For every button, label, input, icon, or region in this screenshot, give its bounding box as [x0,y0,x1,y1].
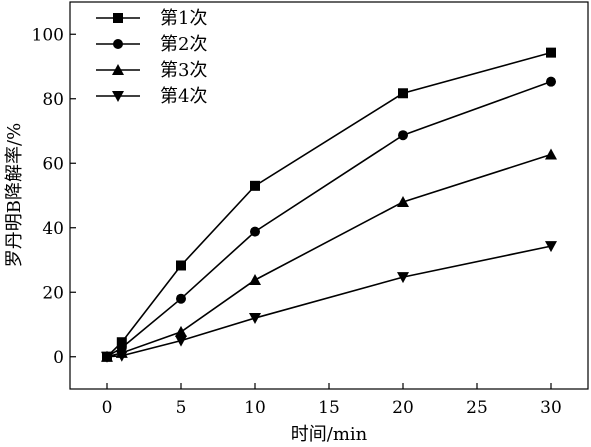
x-tick-label: 10 [244,398,266,418]
series-2-point [250,226,260,237]
series-4-point [101,351,113,363]
legend-marker [113,39,123,49]
series-4-point [397,272,409,284]
series-1-point [250,180,260,191]
series-3-line [106,153,552,358]
y-axis-label: 罗丹明B降解率/% [4,123,25,267]
legend-item: 第4次 [96,86,207,107]
series-4-point [115,350,128,362]
y-tick-label: 100 [32,25,64,45]
series-1-point [176,260,186,271]
series-3 [101,148,557,362]
legend-marker [112,91,124,102]
x-tick-label: 30 [540,398,562,418]
x-tick-label: 25 [466,398,488,418]
legend-item: 第1次 [96,8,207,29]
legend-label: 第4次 [160,86,207,107]
legend-label: 第1次 [160,8,207,29]
series-4-line [106,245,552,358]
legend-item: 第3次 [96,60,207,81]
series-3-point [545,148,557,160]
legend-label: 第3次 [160,60,207,81]
y-tick-label: 80 [42,90,64,110]
series-1-point [546,47,556,58]
y-tick-label: 0 [53,348,64,368]
y-tick-label: 60 [42,154,64,174]
plot-area-frame [69,1,589,390]
legend-label: 第2次 [160,34,207,55]
series-3-point [397,195,409,207]
x-tick-label: 0 [102,398,113,418]
x-tick-label: 15 [318,398,340,418]
axis-ticks: 0 5 10 15 20 25 30 0 20 40 60 80 100 [32,25,562,418]
y-tick-label: 20 [42,283,64,303]
series-4 [101,241,557,363]
legend-item: 第2次 [96,34,207,55]
series-1-point [398,88,408,99]
series-2-line [106,80,552,358]
series-4-point [249,313,261,325]
series-2-point [398,130,408,141]
series-2-point [546,76,556,87]
series-1-point [116,337,127,348]
series-3-point [175,325,187,337]
legend-marker [112,64,124,75]
series-2-point [176,293,186,304]
x-tick-label: 5 [176,398,187,418]
series-3-point [249,273,261,285]
series-4-point [545,241,557,253]
series-4-point [175,335,187,347]
y-tick-label: 40 [42,219,64,239]
x-axis-label: 时间/min [291,424,368,445]
x-tick-label: 20 [392,398,414,418]
series-2 [102,76,556,362]
legend-marker [113,13,123,23]
series-layer [101,47,557,363]
